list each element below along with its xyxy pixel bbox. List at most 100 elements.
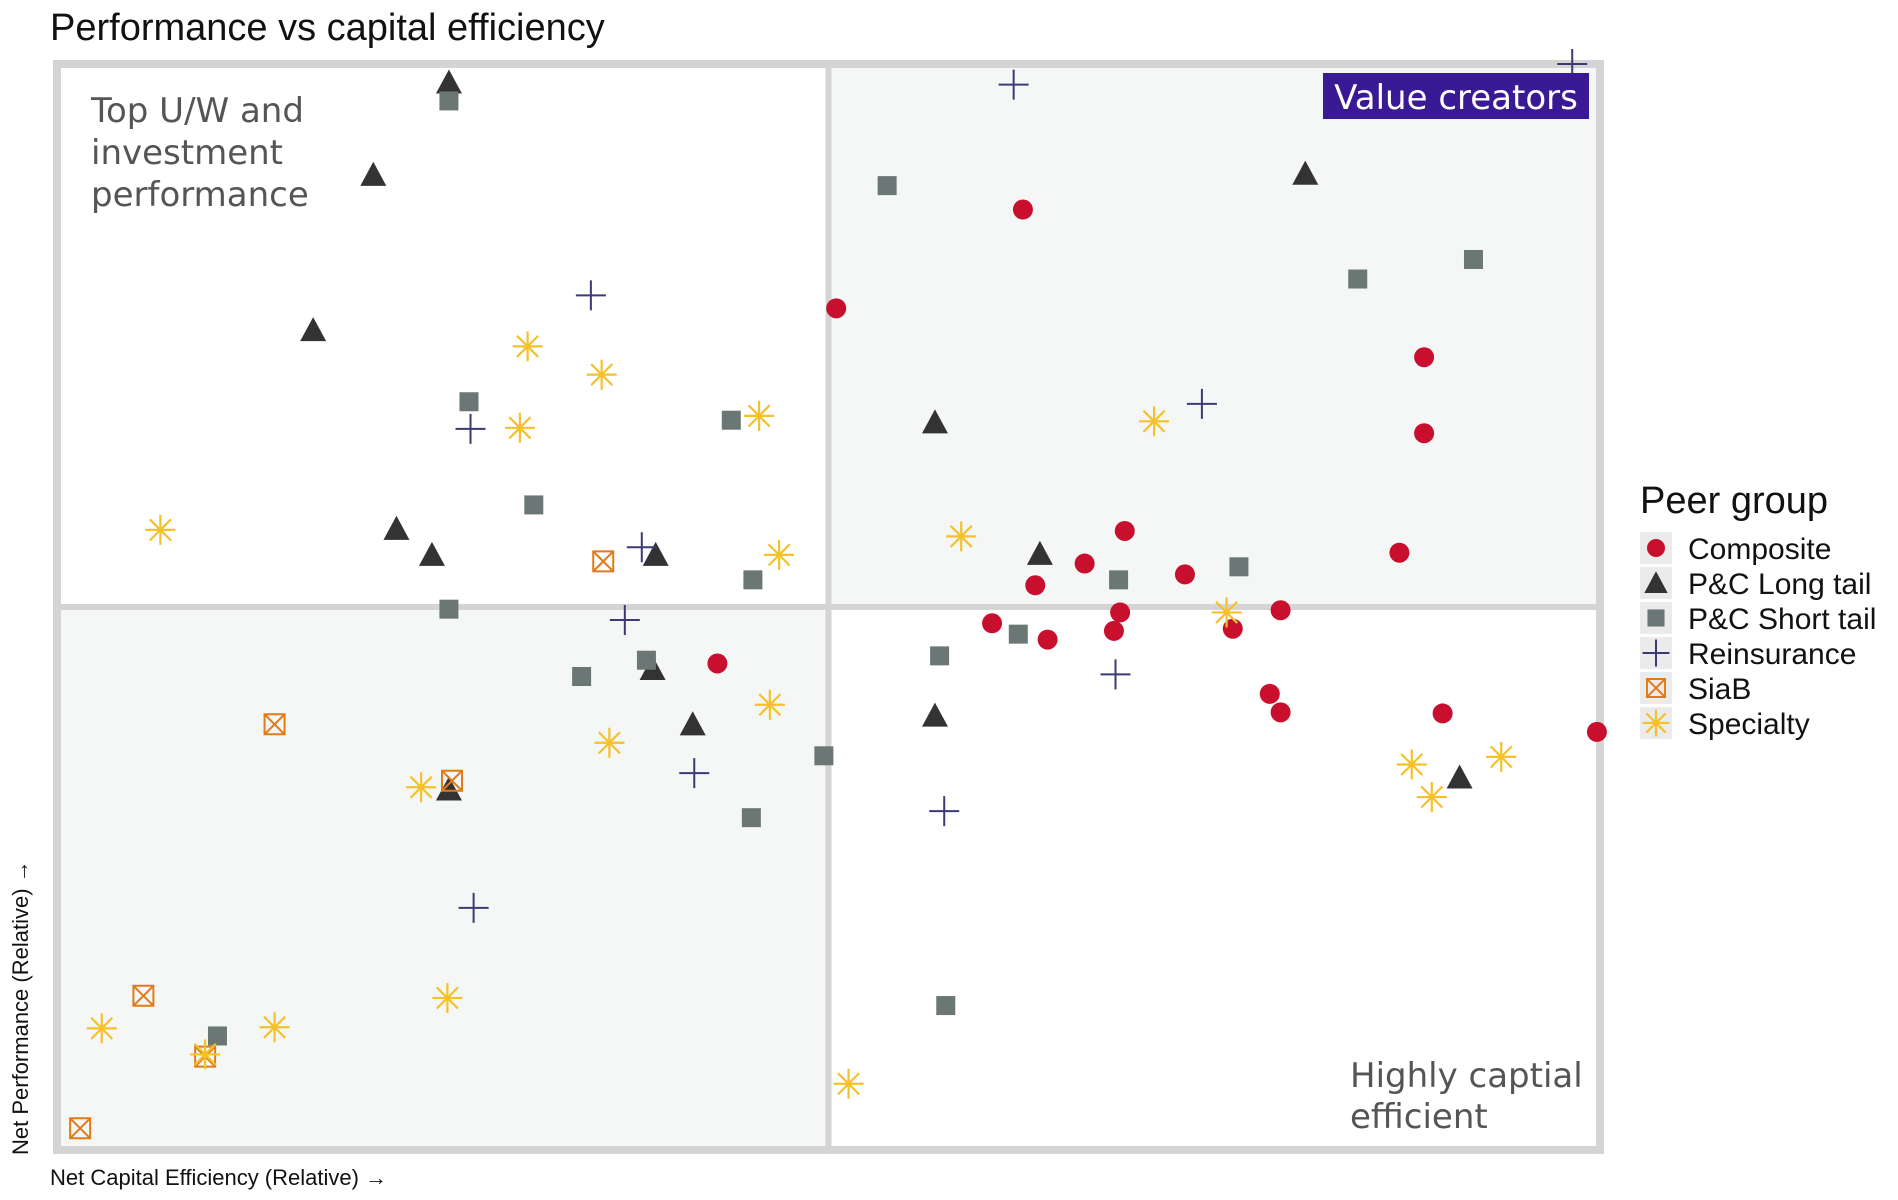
legend-label-p-c-long-tail: P&C Long tail [1688,568,1871,601]
quadrant-label-top-left-line-2: investment [91,133,283,173]
point-p-c-long-tail [300,317,327,342]
legend-key-reinsurance [1642,639,1670,667]
series-p-c-long-tail [300,69,1473,801]
point-composite [1174,564,1195,585]
point-composite [826,298,847,319]
point-p-c-short-tail [207,1026,227,1046]
legend-key-siab [1646,678,1666,698]
point-specialty [504,412,535,443]
point-p-c-long-tail [360,161,387,186]
point-p-c-short-tail [721,410,741,430]
point-composite [1037,629,1058,650]
point-p-c-long-tail [383,515,410,540]
point-specialty [86,1013,117,1044]
legend-key-p-c-long-tail [1644,571,1668,593]
x-axis-label: Net Capital Efficiency (Relative) → [50,1165,387,1190]
point-composite [1110,602,1131,623]
quadrant-bottom-left [57,607,829,1150]
point-specialty [586,359,617,390]
point-composite [1414,423,1435,444]
point-p-c-short-tail [572,667,592,687]
point-specialty [259,1012,290,1043]
point-p-c-long-tail [435,776,462,801]
point-specialty [754,689,785,720]
point-specialty [432,982,463,1013]
legend-label-siab: SiaB [1688,673,1751,706]
point-p-c-long-tail [921,409,948,434]
point-specialty [594,727,625,758]
legend-label-specialty: Specialty [1688,708,1810,741]
point-specialty [145,514,176,545]
quadrant-top-right [828,64,1600,607]
point-p-c-short-tail [439,599,459,619]
point-siab [592,550,615,573]
point-specialty [1139,406,1170,437]
series-specialty [86,331,1517,1099]
point-p-c-short-tail [1008,624,1028,644]
point-p-c-long-tail [1446,764,1473,789]
point-composite [1222,618,1243,639]
point-p-c-short-tail [636,650,656,670]
point-composite [1012,199,1033,220]
point-p-c-short-tail [877,176,897,196]
plot-panel [53,60,1604,1154]
legend-label-composite: Composite [1688,533,1831,566]
point-composite [1432,703,1453,724]
series-p-c-short-tail [207,91,1483,1046]
point-p-c-long-tail [435,69,462,94]
quadrant-label-top-left-line-1: Top U/W and [90,91,304,131]
legend-key-p-c-short-tail [1647,609,1665,627]
point-specialty [833,1068,864,1099]
legend-key-specialty [1642,709,1670,737]
point-siab [441,769,464,792]
point-specialty [1416,782,1447,813]
point-p-c-short-tail [459,392,479,412]
point-specialty [764,539,795,570]
point-reinsurance [929,796,960,827]
point-composite [1025,575,1046,596]
point-reinsurance [609,605,640,636]
legend-item-composite: Composite [1640,532,1831,566]
point-p-c-short-tail [524,495,544,515]
legend-key-composite [1647,539,1665,557]
point-p-c-short-tail [439,91,459,111]
point-composite [707,653,728,674]
legend-item-siab: SiaB [1640,672,1751,706]
point-composite [1074,553,1095,574]
point-specialty [744,400,775,431]
point-p-c-short-tail [741,808,761,828]
point-specialty [1486,741,1517,772]
point-reinsurance [679,758,710,789]
point-p-c-short-tail [1348,269,1368,289]
legend-item-p-c-long-tail: P&C Long tail [1640,567,1871,601]
chart-title: Performance vs capital efficiency [50,7,605,49]
series-composite [707,199,1607,742]
quadrant-label-top-left-line-3: performance [91,175,309,215]
point-specialty [406,772,437,803]
point-p-c-long-tail [418,541,445,566]
point-reinsurance [575,280,606,311]
series-siab [69,550,615,1140]
point-specialty [946,521,977,552]
point-p-c-short-tail [1229,557,1249,577]
point-p-c-short-tail [1109,570,1129,590]
point-specialty [1396,749,1427,780]
legend-title: Peer group [1640,480,1828,522]
point-siab [263,713,286,736]
quadrant-label-bottom-right-line-2: efficient [1350,1097,1488,1137]
point-p-c-short-tail [930,646,950,666]
point-composite [1389,542,1410,563]
legend-item-specialty: Specialty [1640,707,1810,741]
point-reinsurance [998,69,1029,100]
value-creators-label: Value creators [1334,78,1578,118]
point-p-c-short-tail [814,746,834,766]
point-specialty [190,1039,221,1070]
point-reinsurance [455,413,486,444]
data-points [69,49,1607,1140]
point-p-c-short-tail [743,570,763,590]
point-composite [1103,620,1124,641]
point-composite [1414,347,1435,368]
point-p-c-long-tail [679,711,706,736]
point-siab [132,984,155,1007]
